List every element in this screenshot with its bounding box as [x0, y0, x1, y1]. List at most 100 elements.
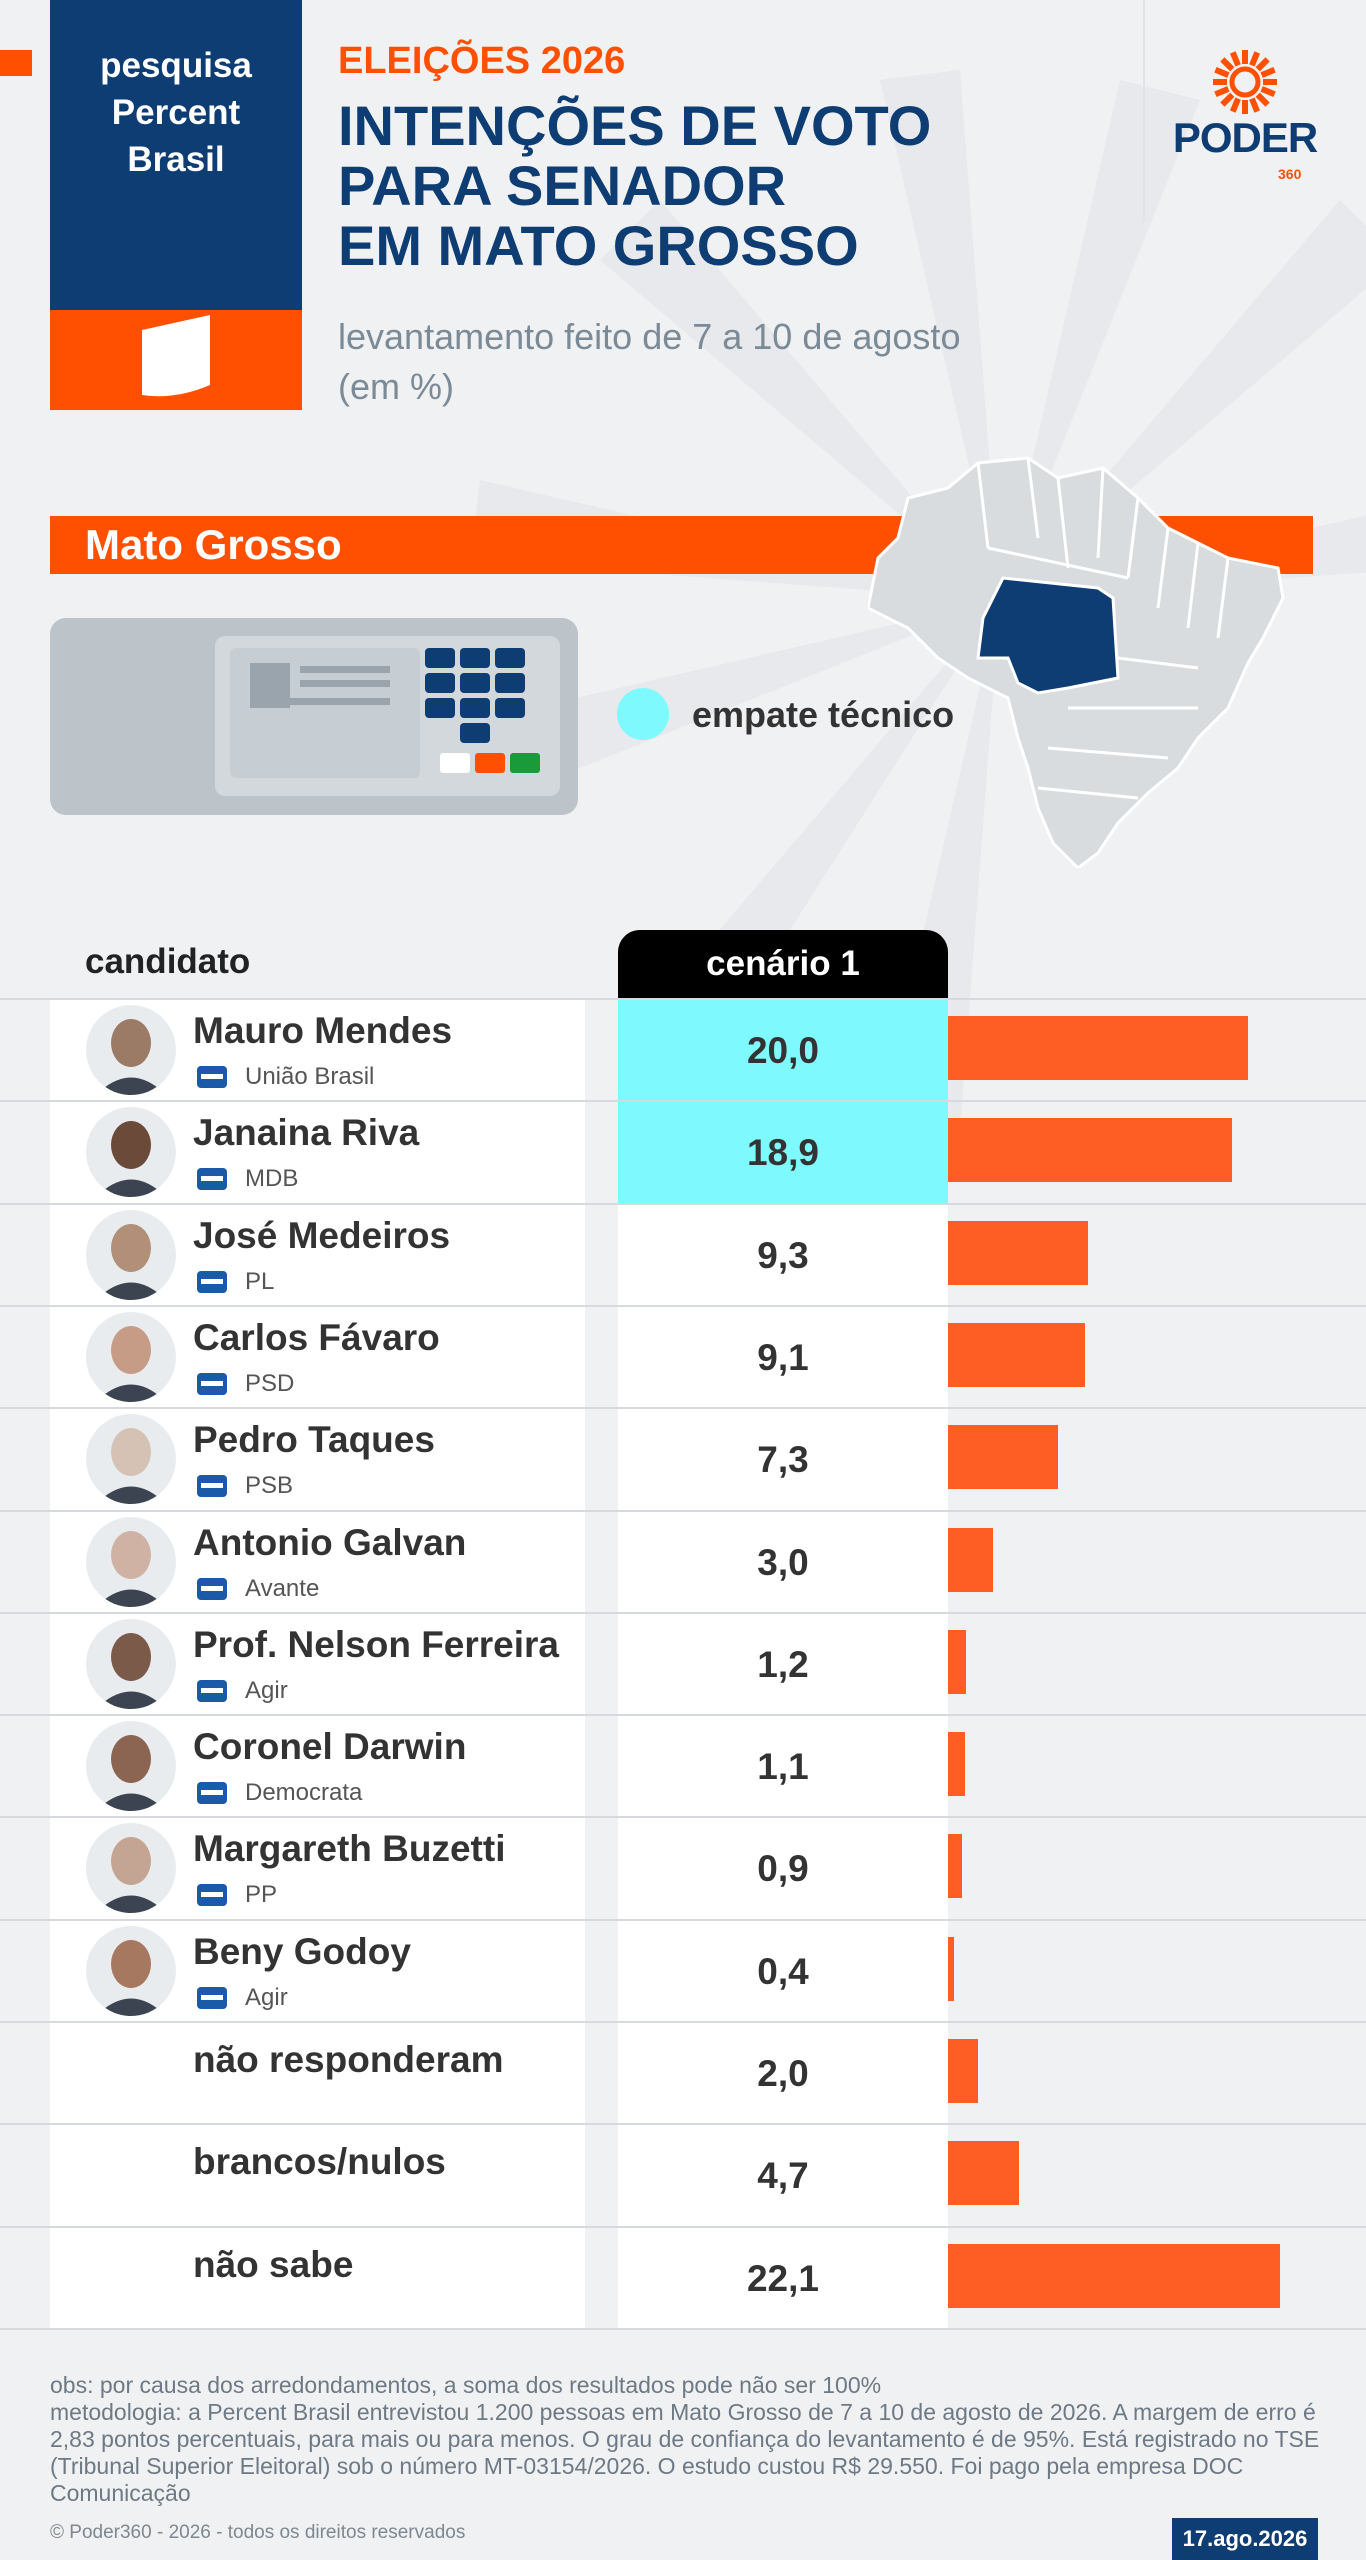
- table-row: brancos/nulos 4,7: [0, 2123, 1366, 2228]
- mato-grosso-highlight: [976, 576, 1120, 695]
- footnote: obs: por causa dos arredondamentos, a so…: [50, 2372, 1320, 2507]
- candidate-photo: [86, 1823, 176, 1914]
- pesquisa-line3: Brasil: [127, 140, 225, 179]
- obs-line2: metodologia: a Percent Brasil entrevisto…: [50, 2399, 1320, 2506]
- table-row: não responderam 2,0: [0, 2021, 1366, 2125]
- candidate-name: Prof. Nelson Ferreira: [193, 1623, 560, 1665]
- title-line3: EM MATO GROSSO: [338, 214, 859, 277]
- poder360-logo: PODER 360: [1170, 48, 1320, 188]
- value-cell: [618, 1306, 948, 1409]
- data-label: 9,3: [757, 1234, 809, 1276]
- party-name: Democrata: [245, 1779, 363, 1807]
- avante-logo-icon: [193, 1574, 233, 1604]
- tie-value-cell: [618, 1102, 948, 1205]
- candidate-name: Margareth Buzetti: [193, 1828, 506, 1870]
- bar: [948, 1629, 967, 1694]
- data-label: 1,1: [757, 1746, 809, 1788]
- sun-icon: [1213, 50, 1277, 114]
- candidate-photo: [86, 1005, 176, 1095]
- value-cell: [618, 1716, 948, 1819]
- table-row: José Medeiros PL 9,3: [0, 1202, 1366, 1307]
- candidate-name: não sabe: [193, 2243, 354, 2285]
- table-bottom-rule: [0, 2328, 1366, 2330]
- mdb-logo-icon: [193, 1164, 233, 1194]
- candidate-photo: [86, 1925, 176, 2016]
- table-row: não sabe 22,1: [0, 2225, 1366, 2330]
- table-row: Beny Godoy Agir 0,4: [0, 1918, 1366, 2023]
- data-label: 0,9: [757, 1848, 809, 1890]
- candidate-photo: [86, 1311, 176, 1402]
- candidate-name: Carlos Fávaro: [193, 1316, 440, 1358]
- bar: [948, 2039, 979, 2103]
- copyright: © Poder360 - 2026 - todos os direitos re…: [50, 2522, 466, 2543]
- table-row: Coronel Darwin Democrata 1,1: [0, 1714, 1366, 1819]
- pesquisa-line2: Percent: [111, 93, 241, 132]
- data-label: 4,7: [757, 2155, 809, 2197]
- data-label: 9,1: [757, 1336, 809, 1378]
- party-name: Agir: [245, 1983, 288, 2011]
- pesquisa-badge: pesquisa Percent Brasil: [50, 0, 302, 410]
- candidate-photo: [86, 1516, 176, 1607]
- value-cell: [618, 2023, 948, 2125]
- obs-line1: obs: por causa dos arredondamentos, a so…: [50, 2372, 882, 2398]
- democrata-logo-icon: [193, 1778, 233, 1808]
- party-name: Agir: [245, 1676, 288, 1704]
- data-label: 1,2: [757, 1643, 809, 1685]
- candidate-photo: [86, 1107, 176, 1198]
- tie-legend-swatch: [617, 688, 669, 740]
- data-label: 18,9: [746, 1132, 819, 1174]
- brazil-map: [868, 456, 1285, 868]
- value-cell: [618, 1204, 948, 1307]
- agir-logo-icon: [193, 1983, 233, 2013]
- candidate-name: Mauro Mendes: [193, 1010, 453, 1051]
- subtitle-line1: levantamento feito de 7 a 10 de agosto: [338, 316, 961, 357]
- data-label: 3,0: [757, 1541, 809, 1583]
- candidate-name: José Medeiros: [193, 1214, 451, 1256]
- tie-value-cell: [618, 1000, 948, 1102]
- uniao-brasil-logo-icon: [193, 1062, 233, 1092]
- bar: [948, 1322, 1085, 1387]
- state-borders: [976, 457, 1230, 800]
- bar: [948, 1425, 1058, 1490]
- subtitle-line2: (em %): [338, 366, 454, 407]
- candidate-name: Coronel Darwin: [193, 1726, 467, 1768]
- candidate-photo: [86, 1414, 176, 1505]
- date-badge: 17.ago.2026: [1172, 2518, 1318, 2560]
- agir-logo-icon: [193, 1676, 233, 1706]
- candidate-cell: [50, 2023, 585, 2125]
- value-cell: [618, 2227, 948, 2330]
- candidate-name: Beny Godoy: [193, 1930, 411, 1972]
- title-line1: INTENÇÕES DE VOTO: [338, 94, 932, 157]
- orange-flag-accent: [0, 50, 32, 76]
- party-name: União Brasil: [245, 1063, 375, 1090]
- table-row: Margareth Buzetti PP 0,9: [0, 1816, 1366, 1921]
- bar: [948, 1936, 954, 2001]
- column-header-scenario: cenário 1: [618, 930, 948, 998]
- bar: [948, 1220, 1088, 1285]
- title-line2: PARA SENADOR: [338, 154, 787, 217]
- party-name: PSB: [245, 1472, 294, 1500]
- table-row: Mauro Mendes União Brasil 20,0: [0, 998, 1366, 1102]
- subtitle: levantamento feito de 7 a 10 de agosto (…: [338, 312, 960, 412]
- candidate-name: brancos/nulos: [193, 2141, 446, 2183]
- candidate-name: não responderam: [193, 2039, 504, 2080]
- bar: [948, 1527, 994, 1592]
- tie-legend-label: empate técnico: [692, 694, 955, 735]
- data-label: 20,0: [746, 1030, 819, 1071]
- data-label: 0,4: [757, 1950, 809, 1992]
- table-row: Pedro Taques PSB 7,3: [0, 1407, 1366, 1512]
- party-name: PSD: [245, 1369, 295, 1397]
- value-cell: [618, 1920, 948, 2023]
- candidate-photo: [86, 1209, 176, 1300]
- bar: [948, 1118, 1232, 1183]
- candidate-cell: [50, 2125, 585, 2228]
- candidate-cell: [50, 2227, 585, 2330]
- psd-logo-icon: [193, 1369, 233, 1399]
- page-icon: [142, 315, 210, 397]
- state-name: Mato Grosso: [85, 521, 342, 568]
- data-label: 7,3: [757, 1439, 809, 1481]
- value-cell: [618, 1511, 948, 1614]
- table-row: Janaina Riva MDB 18,9: [0, 1100, 1366, 1205]
- party-name: Avante: [245, 1574, 320, 1602]
- pl-logo-icon: [193, 1267, 233, 1297]
